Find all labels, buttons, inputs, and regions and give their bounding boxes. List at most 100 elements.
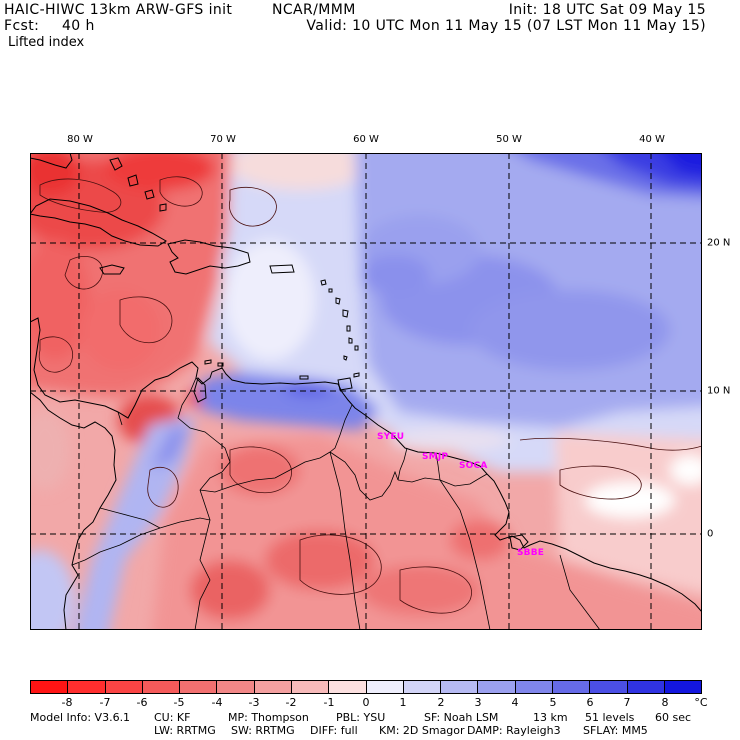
- colorbar-label: 6: [586, 696, 594, 709]
- colorbar-segment: [180, 681, 218, 693]
- colorbar-label: 8: [661, 696, 669, 709]
- field-region-deep-blue: [661, 153, 702, 176]
- colorbar-label: 1: [399, 696, 407, 709]
- field-region-white-patch: [585, 482, 675, 518]
- colorbar: [30, 680, 702, 694]
- field-region-andes-blue: [74, 415, 195, 630]
- field-region-near-zero: [225, 240, 315, 360]
- border-french-guiana-brazil: [439, 473, 488, 487]
- organization-label: NCAR/MMM: [272, 2, 356, 18]
- station-label: SBBE: [517, 548, 545, 558]
- border-guyana-suriname: [397, 447, 408, 481]
- coastline-jamaica: [99, 264, 125, 275]
- coastline-florida: [30, 153, 73, 169]
- model-title: HAIC-HIWC 13km ARW-GFS init: [4, 2, 233, 18]
- contour-line: [228, 186, 277, 227]
- colorbar-segment: [329, 681, 367, 693]
- coastline-caribbean-mainland: [30, 317, 702, 613]
- contour-line: [64, 256, 103, 290]
- colorbar-segment: [403, 681, 442, 693]
- colorbar-label: 4: [511, 696, 519, 709]
- field-region-red-patch: [450, 520, 510, 560]
- coastline-pacific: [30, 391, 117, 630]
- model-info-shortwave: SW: RRTMG: [231, 724, 295, 737]
- colorbar-label: 7: [623, 696, 631, 709]
- border-colombia-venezuela: [177, 377, 231, 491]
- field-region-red-patch: [105, 153, 215, 190]
- border-panama-colombia: [117, 411, 123, 426]
- contour-line: [38, 336, 73, 373]
- colorbar-segment: [105, 681, 143, 693]
- lat-label-20n: 20 N: [707, 237, 731, 249]
- border-guyana-brazil: [329, 451, 399, 501]
- border-suriname-french-guiana: [435, 452, 441, 481]
- colorbar-segment: [217, 681, 255, 693]
- colorbar-segment: [68, 681, 106, 693]
- contour-line: [159, 176, 203, 207]
- model-info-levels: 51 levels: [585, 711, 635, 724]
- border-brazil-states: [329, 451, 601, 630]
- contour-line: [299, 534, 382, 595]
- country-borders: [71, 377, 601, 630]
- station-label: SOCA: [459, 461, 488, 471]
- colorbar-segment: [366, 681, 404, 693]
- colorbar-segment: [31, 681, 69, 693]
- coastline-venezuelan-islands: [204, 359, 309, 380]
- field-region-red-patch: [360, 565, 480, 615]
- field-region-red-patch: [80, 290, 160, 370]
- colorbar-segment: [590, 681, 628, 693]
- coastline-bahamas: [109, 157, 167, 212]
- colorbar-segment: [254, 681, 292, 693]
- lon-label-60w: 60 W: [353, 134, 379, 145]
- coastline-lesser-antilles: [320, 279, 359, 361]
- colorbar-segment: [291, 681, 330, 693]
- lon-label-40w: 40 W: [639, 134, 665, 145]
- colorbar-segment: [441, 681, 479, 693]
- model-info-timestep: 60 sec: [655, 711, 692, 724]
- model-info-diffusion: DIFF: full: [310, 724, 358, 737]
- lifted-index-field: [30, 153, 702, 630]
- field-region-pacific: [30, 410, 70, 490]
- colorbar-segment: [627, 681, 665, 693]
- graticule: [30, 153, 702, 630]
- model-info-cumulus: CU: KF: [154, 711, 191, 724]
- colorbar-label: 3: [474, 696, 482, 709]
- contour-line: [229, 446, 292, 494]
- model-info-surface-layer: SFLAY: MM5: [583, 724, 648, 737]
- model-info-version: Model Info: V3.6.1: [30, 711, 131, 724]
- map-frame: [30, 153, 702, 630]
- contour-line: [559, 465, 642, 500]
- colorbar-label: 0: [362, 696, 370, 709]
- contour-lines: [38, 176, 702, 614]
- station-label: SMJP: [422, 452, 449, 462]
- border-venezuela-brazil: [199, 451, 331, 493]
- colorbar-segment: [664, 681, 702, 693]
- coastline-marajo: [509, 534, 529, 551]
- colorbar-label: -4: [211, 696, 223, 709]
- model-info-microphysics: MP: Thompson: [228, 711, 309, 724]
- contour-line: [519, 437, 702, 451]
- colorbar-label: 2: [437, 696, 445, 709]
- field-region-red-patch: [265, 530, 375, 590]
- contour-line: [39, 178, 122, 213]
- lifted-index-map: [30, 153, 702, 630]
- contour-line: [147, 467, 179, 508]
- forecast-hours: 40 h: [62, 18, 95, 34]
- border-colombia-peru-brazil: [159, 489, 211, 630]
- colorbar-segment: [478, 681, 516, 693]
- field-region-blue-patch: [360, 255, 430, 295]
- colorbar-label: -3: [248, 696, 260, 709]
- lon-label-70w: 70 W: [210, 134, 236, 145]
- border-suriname-brazil: [397, 477, 441, 483]
- lon-label-80w: 80 W: [67, 134, 93, 145]
- model-info-longwave: LW: RRTMG: [154, 724, 216, 737]
- colorbar-label: -7: [99, 696, 111, 709]
- field-region-top-pink: [230, 153, 370, 190]
- colorbar-unit: °C: [694, 696, 708, 709]
- coastline-lake-maracaibo: [193, 377, 207, 403]
- field-region-blue-patch: [470, 290, 670, 370]
- field-region-andes-blue-core: [150, 425, 190, 470]
- field-region-red-patch: [30, 240, 90, 360]
- field-region-red-patch: [190, 560, 270, 620]
- station-label: SYEU: [377, 432, 405, 442]
